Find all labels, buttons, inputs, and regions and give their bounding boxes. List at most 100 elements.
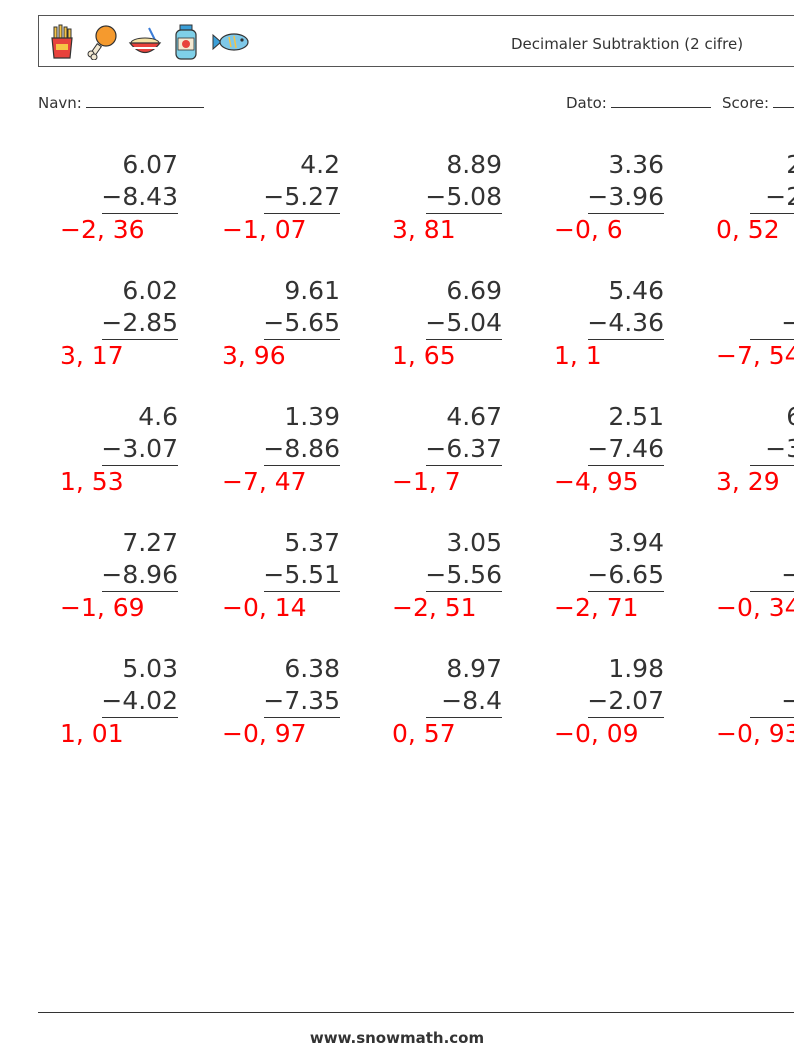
answer: −1, 69 (60, 593, 145, 622)
answer: 1, 01 (60, 719, 124, 748)
answer-rule (426, 213, 502, 214)
food-bowl-icon (127, 24, 163, 60)
answer: −2, 51 (392, 593, 477, 622)
subtrahend: −4.02 (101, 686, 178, 715)
minuend: 1.39 (284, 402, 340, 431)
subtraction-problem: 6.02 −2.85 3, 17 (8, 276, 178, 386)
subtrahend: −7.46 (587, 434, 664, 463)
answer: −0, 34 (716, 593, 794, 622)
subtrahend: −5.27 (263, 182, 340, 211)
name-label: Navn: (38, 94, 82, 112)
answer-rule (102, 339, 178, 340)
answer: 1, 53 (60, 467, 124, 496)
minuend: 6.02 (122, 276, 178, 305)
minuend: 3.94 (608, 528, 664, 557)
worksheet-title: Decimaler Subtraktion (2 cifre) (511, 35, 744, 53)
jam-jar-icon (171, 23, 201, 61)
minuend: 7.27 (122, 528, 178, 557)
date-blank (610, 93, 711, 108)
minuend: 6.07 (122, 150, 178, 179)
subtraction-problem: 5.37 −5.51 −0, 14 (170, 528, 340, 638)
date-label: Dato: (566, 94, 607, 112)
subtrahend: −2.0 (765, 182, 794, 211)
answer: −2, 36 (60, 215, 145, 244)
subtrahend: −5.65 (263, 308, 340, 337)
answer: −0, 09 (554, 719, 639, 748)
subtraction-problem: 7.27 −8.96 −1, 69 (8, 528, 178, 638)
subtrahend: −4.36 (587, 308, 664, 337)
subtraction-problem: 5.03 −4.02 1, 01 (8, 654, 178, 764)
subtraction-problem: 8.89 −5.08 3, 81 (332, 150, 502, 260)
subtraction-problem: 6.69 −5.04 1, 65 (332, 276, 502, 386)
subtraction-problem: 3.94 −6.65 −2, 71 (494, 528, 664, 638)
minuend: 8.89 (446, 150, 502, 179)
answer-rule (588, 465, 664, 466)
minuend: 6.38 (284, 654, 340, 683)
subtrahend: −5.56 (425, 560, 502, 589)
answer-rule (264, 465, 340, 466)
subtraction-problem: 6.07 −8.43 −2, 36 (8, 150, 178, 260)
answer-rule (264, 591, 340, 592)
answer: 1, 1 (554, 341, 602, 370)
footer-url: www.snowmath.com (309, 1029, 485, 1047)
subtrahend: −8.86 (263, 434, 340, 463)
answer: 1, 65 (392, 341, 456, 370)
score-field: Score: (722, 93, 794, 112)
answer-rule (102, 213, 178, 214)
subtraction-problem: 9.61 −5.65 3, 96 (170, 276, 340, 386)
minuend: 5.46 (608, 276, 664, 305)
subtrahend: −5.08 (425, 182, 502, 211)
minuend: 4.2 (300, 150, 340, 179)
subtraction-problem: 6.7 −3.4 3, 29 (656, 402, 794, 512)
chicken-leg-icon (85, 24, 119, 60)
name-blank (85, 93, 204, 108)
answer: −0, 93 (716, 719, 794, 748)
answer-rule (426, 339, 502, 340)
fries-icon (47, 24, 77, 60)
subtraction-problem: 8.−9.−0, 34 (656, 528, 794, 638)
subtrahend: −3.07 (101, 434, 178, 463)
answer: 0, 57 (392, 719, 456, 748)
answer-rule (102, 591, 178, 592)
answer: −1, 07 (222, 215, 307, 244)
subtrahend: −8. (781, 308, 794, 337)
subtrahend: −9. (781, 560, 794, 589)
subtraction-problem: 3.05 −5.56 −2, 51 (332, 528, 502, 638)
answer-rule (102, 717, 178, 718)
score-label: Score: (722, 94, 770, 112)
answer-rule (750, 213, 794, 214)
minuend: 6.69 (446, 276, 502, 305)
answer: 3, 29 (716, 467, 780, 496)
header-box: Decimaler Subtraktion (2 cifre) (38, 15, 794, 67)
answer: −7, 54 (716, 341, 794, 370)
answer: 0, 52 (716, 215, 780, 244)
subtrahend: −5.51 (263, 560, 340, 589)
minuend: 2.5 (786, 150, 794, 180)
subtraction-problem: 4.67 −6.37 −1, 7 (332, 402, 502, 512)
answer: −2, 71 (554, 593, 639, 622)
fish-icon (209, 27, 251, 57)
answer-rule (264, 339, 340, 340)
subtraction-problem: 4.6 −3.07 1, 53 (8, 402, 178, 512)
answer: 3, 96 (222, 341, 286, 370)
subtrahend: −3.96 (587, 182, 664, 211)
subtrahend: −7.35 (263, 686, 340, 715)
minuend: 4.67 (446, 402, 502, 431)
subtraction-problem: 1.39 −8.86 −7, 47 (170, 402, 340, 512)
answer-rule (750, 465, 794, 466)
answer-rule (264, 717, 340, 718)
date-field: Dato: (566, 93, 711, 112)
answer: 3, 81 (392, 215, 456, 244)
answer-rule (588, 717, 664, 718)
answer-rule (588, 591, 664, 592)
minuend: 4.6 (138, 402, 178, 431)
answer-rule (426, 591, 502, 592)
answer: −0, 14 (222, 593, 307, 622)
subtraction-problem: 5.46 −4.36 1, 1 (494, 276, 664, 386)
minuend: 5.37 (284, 528, 340, 557)
answer: −0, 6 (554, 215, 623, 244)
answer-rule (588, 339, 664, 340)
subtrahend: −6.37 (425, 434, 502, 463)
answer: −4, 95 (554, 467, 639, 496)
answer: −1, 7 (392, 467, 461, 496)
